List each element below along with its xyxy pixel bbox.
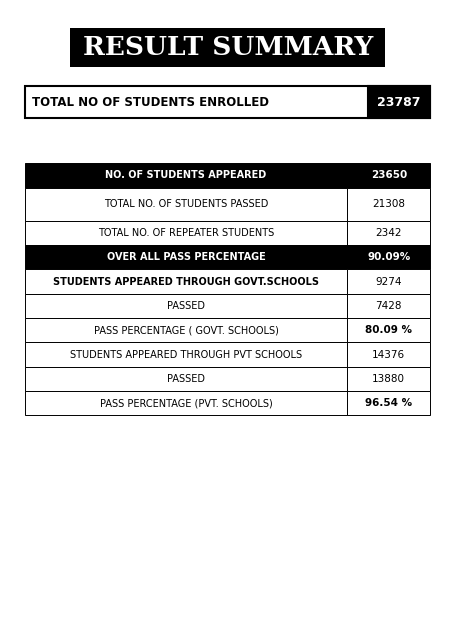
Text: STUDENTS APPEARED THROUGH GOVT.SCHOOLS: STUDENTS APPEARED THROUGH GOVT.SCHOOLS [53, 276, 319, 287]
Text: PASSED: PASSED [167, 301, 205, 311]
Text: PASS PERCENTAGE ( GOVT. SCHOOLS): PASS PERCENTAGE ( GOVT. SCHOOLS) [94, 325, 279, 335]
Text: 7428: 7428 [376, 301, 402, 311]
Text: 23650: 23650 [371, 170, 407, 180]
Text: 21308: 21308 [372, 199, 405, 209]
Text: OVER ALL PASS PERCENTAGE: OVER ALL PASS PERCENTAGE [107, 252, 265, 262]
Text: 2342: 2342 [376, 228, 402, 238]
Text: 13880: 13880 [372, 374, 405, 384]
Text: TOTAL NO. OF STUDENTS PASSED: TOTAL NO. OF STUDENTS PASSED [104, 199, 268, 209]
Text: 23787: 23787 [377, 96, 421, 109]
Text: RESULT SUMMARY: RESULT SUMMARY [82, 35, 373, 60]
Text: 80.09 %: 80.09 % [365, 325, 412, 335]
Text: 90.09%: 90.09% [367, 252, 410, 262]
Text: 96.54 %: 96.54 % [365, 398, 412, 408]
Text: PASSED: PASSED [167, 374, 205, 384]
Text: 14376: 14376 [372, 349, 405, 360]
Text: PASS PERCENTAGE (PVT. SCHOOLS): PASS PERCENTAGE (PVT. SCHOOLS) [100, 398, 272, 408]
Text: STUDENTS APPEARED THROUGH PVT SCHOOLS: STUDENTS APPEARED THROUGH PVT SCHOOLS [70, 349, 302, 360]
Text: NO. OF STUDENTS APPEARED: NO. OF STUDENTS APPEARED [106, 170, 267, 180]
Text: TOTAL NO. OF REPEATER STUDENTS: TOTAL NO. OF REPEATER STUDENTS [98, 228, 274, 238]
Text: 9274: 9274 [376, 276, 402, 287]
Text: TOTAL NO OF STUDENTS ENROLLED: TOTAL NO OF STUDENTS ENROLLED [32, 96, 269, 109]
